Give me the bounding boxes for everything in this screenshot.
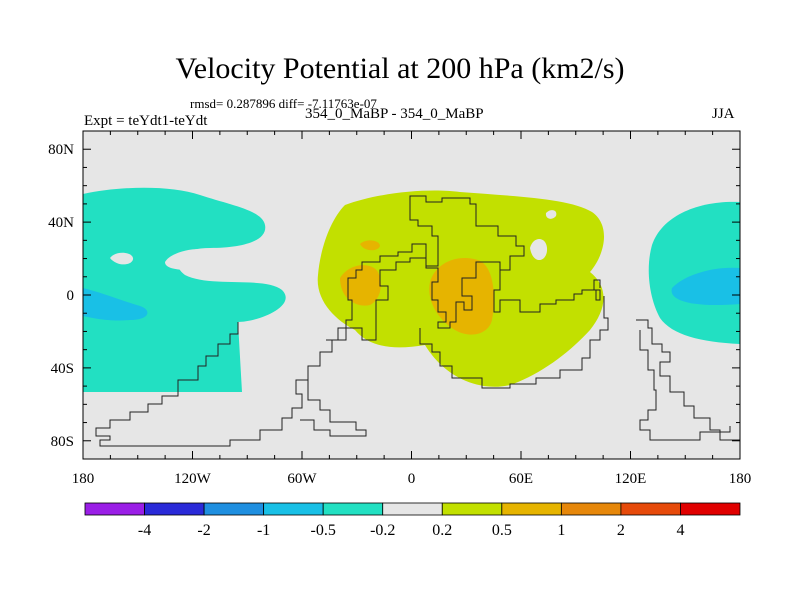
colorbar-label: -1 [257, 522, 270, 539]
coastline-peninsula [493, 262, 601, 313]
y-tick-label: 0 [67, 288, 75, 304]
colorbar-swatch [84, 502, 145, 516]
x-tick-label: 0 [408, 471, 416, 487]
colorbar-swatch [501, 502, 562, 516]
negative-core-west [83, 288, 148, 321]
colorbar-label: 2 [617, 522, 625, 539]
x-tick-label: 120E [615, 471, 647, 487]
coastline-africa [345, 195, 525, 341]
hole-central-2 [545, 210, 557, 219]
colorbar-label: 4 [676, 522, 684, 539]
x-tick-label: 180 [72, 471, 95, 487]
negative-region-east [648, 201, 740, 344]
positive-core-2 [360, 240, 380, 251]
colorbar-swatch [441, 502, 503, 516]
coastline-south-islands [300, 380, 367, 437]
colorbar: -4 -2 -1 -0.5 -0.2 0.2 0.5 1 2 4 [84, 502, 741, 539]
hole-west-2 [165, 248, 225, 270]
chart-title: Velocity Potential at 200 hPa (km2/s) [175, 52, 625, 85]
colorbar-label: -2 [197, 522, 210, 539]
x-tick-label: 60W [287, 471, 317, 487]
run-label: 354_0_MaBP - 354_0_MaBP [305, 106, 484, 122]
y-tick-label: 80S [51, 434, 74, 450]
colorbar-swatch [382, 502, 443, 516]
positive-core-1 [340, 265, 381, 306]
x-tick-label: 180 [729, 471, 752, 487]
x-tick-label: 60E [509, 471, 533, 487]
colorbar-label: -0.2 [370, 522, 395, 539]
y-tick-label: 80N [48, 142, 74, 158]
stats-text: rmsd= 0.287896 diff= -7.11763e-07 [190, 96, 377, 111]
coastlines [95, 195, 740, 447]
negative-core-east [671, 267, 740, 306]
x-tick-label: 120W [174, 471, 212, 487]
map-fields [83, 131, 740, 459]
colorbar-swatch [620, 502, 681, 516]
y-tick-label: 40N [48, 215, 74, 231]
colorbar-swatch [144, 502, 205, 516]
colorbar-label: -0.5 [311, 522, 336, 539]
coastline-west-south [95, 322, 347, 447]
negative-region-west [83, 187, 286, 392]
colorbar-swatch [203, 502, 265, 516]
colorbar-swatch [322, 502, 384, 516]
coastline-southern-africa [419, 296, 609, 389]
hole-central-1 [530, 239, 548, 261]
colorbar-swatch [560, 502, 622, 516]
colorbar-swatch [680, 502, 741, 516]
season-label: JJA [712, 106, 735, 122]
colorbar-label: 0.5 [492, 522, 512, 539]
colorbar-label: 0.2 [432, 522, 452, 539]
coastline-east-south [636, 319, 740, 441]
colorbar-label: 1 [557, 522, 565, 539]
hole-west-1 [110, 252, 134, 265]
experiment-label: Expt = teYdt1-teYdt [84, 113, 208, 129]
colorbar-label: -4 [138, 522, 151, 539]
axes: 180 120W 60W 0 60E 120E 180 80N 40N 0 40S 80S [48, 130, 752, 487]
colorbar-swatch [263, 502, 324, 516]
y-tick-label: 40S [51, 361, 74, 377]
